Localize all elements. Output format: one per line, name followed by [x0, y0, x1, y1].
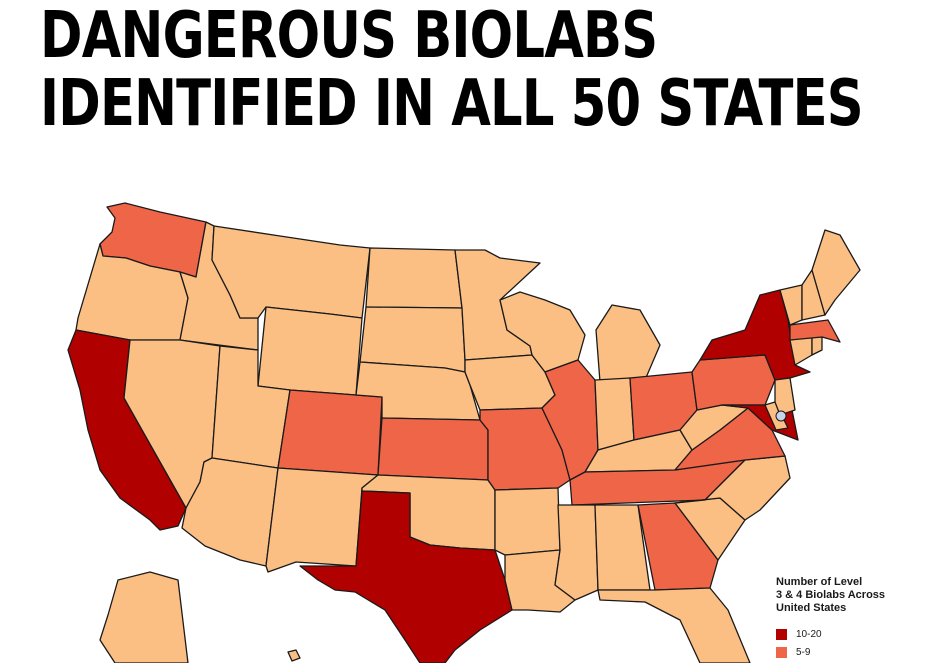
legend-swatch-high — [776, 628, 787, 640]
state-florida — [597, 587, 751, 663]
state-hawaii — [287, 649, 301, 662]
headline-line-2: IDENTIFIED IN ALL 50 STATES — [40, 67, 864, 141]
state-new-jersey — [774, 377, 796, 416]
state-south-dakota — [359, 306, 466, 373]
washington-dc-marker — [775, 410, 787, 422]
legend-item-mid: 5-9 — [776, 643, 926, 661]
headline: DANGEROUS BIOLABS IDENTIFIED IN ALL 50 S… — [40, 0, 864, 141]
state-texas — [299, 490, 513, 663]
legend-title: Number of Level 3 & 4 Biolabs Across Uni… — [776, 576, 926, 615]
map-legend: Number of Level 3 & 4 Biolabs Across Uni… — [776, 576, 926, 661]
state-wyoming — [257, 306, 363, 396]
state-montana — [211, 225, 371, 319]
legend-title-line-2: 3 & 4 Biolabs Across — [776, 589, 886, 601]
state-alaska — [99, 571, 189, 663]
state-maine — [811, 229, 861, 316]
state-michigan — [595, 304, 661, 383]
legend-item-high: 10-20 — [776, 625, 926, 643]
legend-label-mid: 5-9 — [796, 646, 811, 658]
headline-line-1: DANGEROUS BIOLABS — [40, 0, 658, 73]
state-pennsylvania — [691, 354, 776, 411]
state-georgia — [637, 502, 719, 591]
state-kansas — [377, 417, 489, 481]
state-indiana — [594, 377, 635, 451]
state-north-dakota — [365, 247, 463, 309]
state-massachusetts — [789, 319, 841, 343]
legend-title-line-1: Number of Level — [776, 576, 863, 588]
state-rhode-island — [811, 336, 823, 356]
state-mississippi — [554, 504, 599, 601]
legend-title-line-3: United States — [776, 602, 847, 614]
state-arkansas — [494, 487, 561, 556]
legend-swatch-mid — [776, 646, 787, 658]
legend-label-high: 10-20 — [796, 628, 822, 640]
state-colorado — [277, 389, 383, 476]
